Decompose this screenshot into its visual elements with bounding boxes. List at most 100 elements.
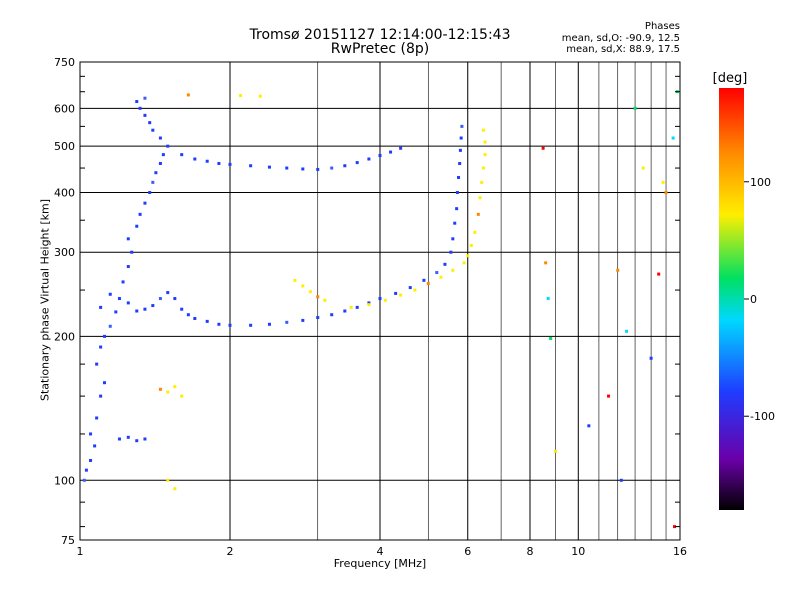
data-point xyxy=(117,437,121,441)
data-point xyxy=(367,301,371,305)
data-point xyxy=(138,106,142,110)
data-point xyxy=(426,282,430,286)
data-point xyxy=(151,304,155,308)
x-tick-label: 16 xyxy=(673,545,687,558)
data-point xyxy=(82,478,86,482)
data-point xyxy=(89,432,93,436)
data-point xyxy=(143,113,147,117)
data-point xyxy=(323,298,327,302)
data-point xyxy=(249,323,253,327)
data-point xyxy=(378,297,382,301)
data-point xyxy=(135,439,139,443)
data-point xyxy=(466,254,470,258)
data-point xyxy=(469,243,473,247)
data-point xyxy=(649,356,653,360)
data-point xyxy=(481,128,485,132)
data-point xyxy=(413,288,417,292)
data-point xyxy=(455,190,459,194)
data-point xyxy=(399,146,403,150)
x-tick-label: 4 xyxy=(377,545,384,558)
data-point xyxy=(121,280,125,284)
x-tick-label: 1 xyxy=(77,545,84,558)
data-point xyxy=(95,416,99,420)
data-point xyxy=(99,305,103,309)
y-tick-label: 600 xyxy=(54,102,75,115)
data-point xyxy=(460,124,464,128)
data-point xyxy=(657,272,661,276)
data-point xyxy=(478,196,482,200)
data-point xyxy=(143,437,147,441)
data-point xyxy=(126,435,130,439)
data-point xyxy=(378,154,382,158)
data-point xyxy=(544,261,548,265)
data-point xyxy=(173,385,177,389)
data-point xyxy=(158,297,162,301)
data-point xyxy=(673,525,677,529)
data-point xyxy=(267,165,271,169)
data-point xyxy=(408,286,412,290)
data-point xyxy=(316,167,320,171)
data-point xyxy=(301,167,305,171)
data-point xyxy=(186,313,190,317)
colorbar-tick-label: 0 xyxy=(750,293,757,306)
x-tick-label: 2 xyxy=(227,545,234,558)
y-tick-label: 400 xyxy=(54,186,75,199)
data-point xyxy=(239,94,243,98)
data-point xyxy=(422,278,426,282)
x-tick-label: 8 xyxy=(527,545,534,558)
data-point xyxy=(451,237,455,241)
plot-frame xyxy=(79,61,681,541)
data-point xyxy=(103,381,107,385)
data-point xyxy=(135,224,139,228)
data-point xyxy=(186,93,190,97)
data-point xyxy=(173,297,177,301)
data-point xyxy=(148,121,152,125)
data-point xyxy=(355,161,359,165)
data-point xyxy=(480,180,484,184)
data-point xyxy=(587,424,591,428)
data-point xyxy=(367,303,371,307)
data-point xyxy=(158,136,162,140)
data-point xyxy=(180,394,184,398)
data-point xyxy=(93,444,97,448)
data-point xyxy=(293,278,297,282)
phases-heading: Phases xyxy=(644,21,680,32)
data-point xyxy=(117,297,121,301)
data-point xyxy=(148,190,152,194)
data-point xyxy=(435,271,439,275)
x-axis-label: Frequency [MHz] xyxy=(333,557,427,570)
data-point xyxy=(459,136,463,140)
data-point xyxy=(399,293,403,297)
data-point xyxy=(616,268,620,272)
data-point xyxy=(541,146,545,150)
o-mode-stats: mean, sd,O: -90.9, 12.5 xyxy=(561,33,680,44)
data-point xyxy=(458,148,462,152)
data-point xyxy=(217,161,221,165)
data-point xyxy=(108,324,112,328)
data-point xyxy=(462,261,466,265)
data-point xyxy=(633,106,637,110)
data-point xyxy=(664,190,668,194)
data-point xyxy=(301,284,305,288)
data-point xyxy=(439,275,443,279)
data-point xyxy=(108,292,112,296)
data-point xyxy=(173,487,177,491)
data-point xyxy=(228,323,232,327)
data-point xyxy=(316,295,320,299)
data-point xyxy=(135,309,139,313)
data-point xyxy=(193,157,197,161)
data-point xyxy=(549,336,553,340)
data-point xyxy=(641,166,645,170)
y-tick-label: 500 xyxy=(54,140,75,153)
data-point xyxy=(443,262,447,266)
data-point xyxy=(267,322,271,326)
y-tick-label: 100 xyxy=(54,474,75,487)
colorbar-tick-label: 100 xyxy=(750,176,771,189)
data-point xyxy=(228,162,232,166)
data-point xyxy=(343,309,347,313)
data-point xyxy=(143,201,147,205)
data-point xyxy=(389,150,393,154)
data-point xyxy=(473,230,477,234)
data-point xyxy=(619,478,623,482)
